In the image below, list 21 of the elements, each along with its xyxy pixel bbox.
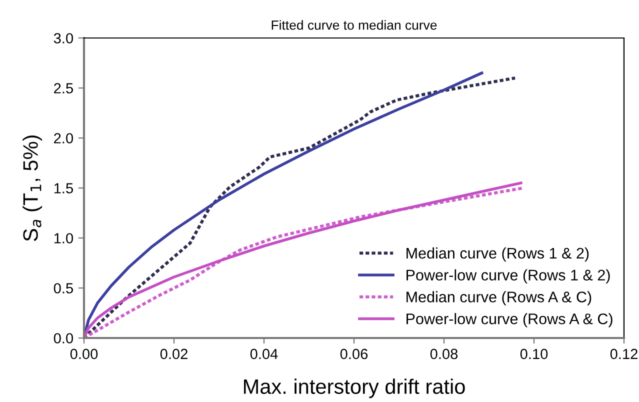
y-tick-label: 2.5 — [54, 83, 73, 94]
y-tick-label: 0.5 — [54, 283, 73, 294]
y-tick-label: 3.0 — [54, 33, 74, 44]
legend-label: Median curve (Rows A & C) — [406, 291, 592, 306]
x-tick-label: 0.04 — [250, 348, 278, 360]
legend-label: Power-low curve (Rows A & C) — [406, 313, 612, 328]
x-tick-label: 0.08 — [430, 348, 458, 360]
y-tick-label: 2.0 — [54, 133, 74, 144]
y-tick-label: 0.0 — [54, 333, 74, 344]
x-tick-label: 0.12 — [610, 348, 638, 360]
chart-title: Fitted curve to median curve — [272, 20, 437, 30]
x-tick-label: 0.10 — [520, 348, 548, 360]
x-axis-title: Max. interstory drift ratio — [244, 378, 465, 398]
y-axis-title: S$_{a}$ (T$_{1}$, 5%) — [22, 136, 42, 242]
legend-label: Power-low curve (Rows 1 & 2) — [406, 269, 610, 284]
x-tick-label: 0.00 — [70, 348, 98, 360]
y-tick-label: 1.0 — [54, 233, 74, 244]
x-tick-label: 0.02 — [160, 348, 188, 360]
legend-label: Median curve (Rows 1 & 2) — [406, 247, 589, 262]
x-tick-label: 0.06 — [340, 348, 368, 360]
y-tick-label: 1.5 — [54, 183, 73, 194]
